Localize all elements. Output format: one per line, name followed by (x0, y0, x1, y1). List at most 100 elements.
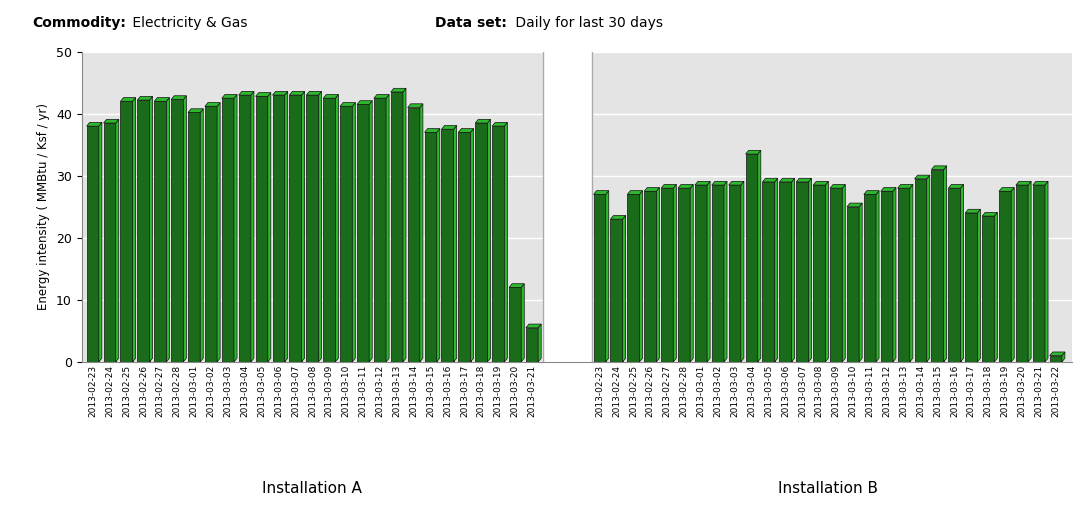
Polygon shape (690, 185, 693, 362)
Polygon shape (391, 88, 406, 92)
Polygon shape (289, 92, 305, 95)
Polygon shape (628, 194, 640, 362)
Polygon shape (424, 129, 440, 132)
Polygon shape (965, 209, 980, 213)
Polygon shape (830, 188, 842, 362)
Polygon shape (763, 182, 775, 362)
Polygon shape (1033, 185, 1044, 362)
Polygon shape (893, 188, 895, 362)
Polygon shape (779, 182, 792, 362)
Polygon shape (982, 212, 998, 216)
Polygon shape (458, 129, 473, 132)
Polygon shape (374, 98, 386, 362)
Polygon shape (335, 95, 338, 362)
Polygon shape (678, 185, 693, 188)
Polygon shape (509, 284, 524, 287)
Polygon shape (251, 92, 254, 362)
Bar (543, 52, 592, 362)
Polygon shape (521, 284, 524, 362)
Polygon shape (826, 181, 828, 362)
Text: Electricity & Gas: Electricity & Gas (128, 16, 248, 29)
Polygon shape (961, 185, 964, 362)
Polygon shape (234, 95, 237, 362)
Polygon shape (864, 194, 876, 362)
Polygon shape (729, 185, 741, 362)
Polygon shape (965, 213, 977, 362)
Polygon shape (87, 123, 102, 126)
Polygon shape (656, 188, 659, 362)
Polygon shape (842, 185, 845, 362)
Text: Data set:: Data set: (435, 16, 507, 29)
Polygon shape (374, 95, 390, 98)
Polygon shape (115, 119, 119, 362)
Polygon shape (898, 188, 910, 362)
Polygon shape (408, 104, 423, 108)
Polygon shape (103, 119, 119, 123)
Polygon shape (205, 102, 220, 107)
Polygon shape (386, 95, 390, 362)
Polygon shape (931, 166, 947, 170)
Polygon shape (87, 126, 99, 362)
Polygon shape (492, 126, 505, 362)
Polygon shape (121, 101, 133, 362)
Polygon shape (188, 113, 200, 362)
Polygon shape (307, 92, 322, 95)
Polygon shape (1062, 352, 1065, 362)
Polygon shape (171, 96, 186, 99)
Polygon shape (353, 102, 356, 362)
Polygon shape (610, 216, 626, 219)
Polygon shape (509, 287, 521, 362)
Polygon shape (505, 123, 507, 362)
Polygon shape (712, 185, 724, 362)
Polygon shape (745, 154, 757, 362)
Polygon shape (1050, 352, 1065, 356)
Polygon shape (133, 98, 136, 362)
Polygon shape (272, 95, 285, 362)
Polygon shape (729, 181, 744, 185)
Polygon shape (357, 104, 369, 362)
Polygon shape (1050, 356, 1062, 362)
Polygon shape (1016, 181, 1031, 185)
Polygon shape (454, 126, 457, 362)
Polygon shape (673, 185, 677, 362)
Polygon shape (436, 129, 440, 362)
Polygon shape (1016, 185, 1028, 362)
Polygon shape (594, 194, 606, 362)
Polygon shape (813, 185, 826, 362)
Polygon shape (628, 191, 643, 194)
Polygon shape (285, 92, 287, 362)
Polygon shape (876, 191, 879, 362)
Polygon shape (695, 181, 710, 185)
Polygon shape (154, 98, 170, 101)
Polygon shape (307, 95, 319, 362)
Polygon shape (188, 109, 203, 113)
Polygon shape (644, 188, 659, 191)
Polygon shape (949, 188, 961, 362)
Polygon shape (915, 175, 930, 179)
Polygon shape (846, 203, 862, 207)
Polygon shape (103, 123, 115, 362)
Polygon shape (487, 119, 491, 362)
Polygon shape (1028, 181, 1031, 362)
Polygon shape (442, 129, 454, 362)
Polygon shape (910, 185, 913, 362)
Polygon shape (982, 216, 994, 362)
Polygon shape (594, 191, 609, 194)
Polygon shape (301, 92, 305, 362)
Polygon shape (323, 95, 338, 98)
Polygon shape (238, 92, 254, 95)
Polygon shape (763, 178, 778, 182)
Polygon shape (796, 182, 808, 362)
Polygon shape (149, 96, 152, 362)
Text: Commodity:: Commodity: (33, 16, 126, 29)
Polygon shape (943, 166, 947, 362)
Polygon shape (99, 123, 102, 362)
Polygon shape (712, 181, 727, 185)
Polygon shape (238, 95, 251, 362)
Polygon shape (864, 191, 879, 194)
Polygon shape (745, 150, 761, 154)
Polygon shape (137, 100, 149, 362)
Polygon shape (341, 107, 353, 362)
Polygon shape (475, 123, 487, 362)
Polygon shape (256, 93, 271, 96)
